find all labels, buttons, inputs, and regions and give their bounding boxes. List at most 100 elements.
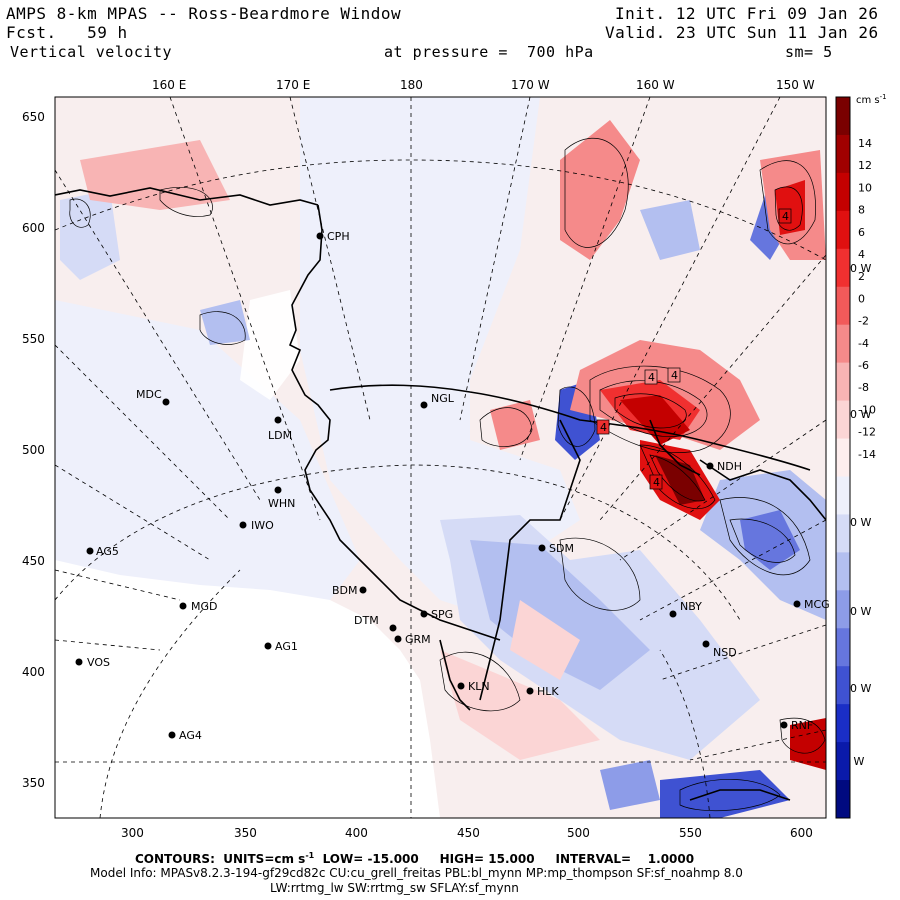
lon-label: 170 E (276, 78, 311, 92)
svg-text:CPH: CPH (327, 230, 350, 243)
colorbar-tick: -6 (858, 359, 869, 372)
svg-text:MDC: MDC (136, 388, 162, 401)
station-nby[interactable]: NBY (669, 600, 703, 618)
svg-text:GRM: GRM (405, 633, 431, 646)
station-kln[interactable]: KLN (457, 680, 490, 693)
colorbar: 14 12 10 8 6 4 2 0 -2 -4 -6 -8 -10 -12 -14 (835, 96, 876, 819)
forecast-label: Fcst. 59 h (6, 23, 128, 42)
station-mgd[interactable]: MGD (179, 600, 218, 613)
svg-text:4: 4 (648, 371, 655, 384)
grid-x-label: 400 (345, 826, 368, 840)
colorbar-swatch (836, 210, 850, 250)
colorbar-tick: -12 (858, 426, 876, 439)
station-spg[interactable]: SPG (420, 608, 454, 621)
station-grm[interactable]: GRM (394, 633, 431, 646)
svg-text:MCG: MCG (804, 598, 830, 611)
colorbar-swatch (836, 590, 850, 629)
svg-text:WHN: WHN (268, 497, 295, 510)
station-sdm[interactable]: SDM (538, 542, 574, 555)
colorbar-swatch (836, 286, 850, 326)
grid-x-label: 550 (679, 826, 702, 840)
colorbar-swatch (836, 780, 850, 819)
station-cph[interactable]: CPH (316, 230, 350, 243)
colorbar-swatch (836, 97, 850, 136)
svg-text:IWO: IWO (251, 519, 274, 532)
contour-label: 4 (649, 474, 663, 490)
lon-label: 150 W (776, 78, 815, 92)
svg-text:NSD: NSD (713, 646, 737, 659)
grid-y-label: 400 (22, 665, 45, 679)
station-ngl[interactable]: NGL (420, 392, 455, 409)
station-ldm[interactable]: LDM (268, 416, 292, 443)
contour-label: 4 (644, 369, 658, 385)
contour-label: 4 (596, 419, 610, 435)
station-mcg[interactable]: MCG (793, 598, 830, 611)
station-mdc[interactable]: MDC (136, 388, 170, 406)
grid-y-label: 500 (22, 443, 45, 457)
station-ag1[interactable]: AG1 (264, 640, 298, 653)
contour-label: 4 (667, 367, 681, 383)
svg-text:MGD: MGD (191, 600, 218, 613)
station-ag4[interactable]: AG4 (168, 729, 202, 742)
svg-text:4: 4 (671, 369, 678, 382)
station-ag5[interactable]: AG5 (86, 545, 119, 558)
colorbar-tick: -8 (858, 381, 869, 394)
colorbar-swatch (836, 628, 850, 667)
field-name: Vertical velocity (10, 43, 173, 61)
svg-text:NDH: NDH (717, 460, 742, 473)
lon-label: 180 (400, 78, 423, 92)
colorbar-swatch (836, 438, 850, 477)
colorbar-swatch (836, 362, 850, 402)
model-info-line2: LW:rrtmg_lw SW:rrtmg_sw SFLAY:sf_mynn (270, 881, 519, 895)
svg-text:NBY: NBY (680, 600, 702, 613)
station-hlk[interactable]: HLK (526, 685, 560, 698)
valid-time: Valid. 23 UTC Sun 11 Jan 26 (605, 23, 879, 42)
grid-y-label: 450 (22, 554, 45, 568)
lon-label: 170 W (511, 78, 550, 92)
svg-text:4: 4 (653, 476, 660, 489)
init-time: Init. 12 UTC Fri 09 Jan 26 (615, 4, 879, 23)
colorbar-swatch (836, 400, 850, 440)
smoothing: sm= 5 (785, 43, 833, 61)
colorbar-units: cm s-1 (856, 93, 887, 106)
lon-label: 160 W (636, 78, 675, 92)
forecast-hour: 59 h (87, 23, 128, 42)
colorbar-tick: 6 (858, 226, 865, 239)
grid-x-label: 600 (790, 826, 813, 840)
svg-text:HLK: HLK (537, 685, 559, 698)
grid-x-label: 350 (234, 826, 257, 840)
station-dtm[interactable]: DTM (354, 614, 397, 632)
colorbar-swatch (836, 704, 850, 743)
colorbar-swatch (836, 248, 850, 288)
svg-text:4: 4 (600, 421, 607, 434)
svg-text:AG1: AG1 (275, 640, 298, 653)
colorbar-swatch (836, 172, 850, 212)
svg-text:RNF: RNF (791, 719, 813, 732)
svg-text:SPG: SPG (431, 608, 453, 621)
colorbar-tick: -10 (858, 403, 876, 416)
colorbar-swatch (836, 742, 850, 781)
station-rnf[interactable]: RNF (780, 719, 814, 732)
colorbar-swatch (836, 666, 850, 705)
station-iwo[interactable]: IWO (239, 519, 275, 532)
colorbar-swatch (836, 552, 850, 591)
stations: CPH NGL MDC LDM WHN IWO AG5 BDM MGD SDM … (75, 230, 830, 742)
colorbar-swatch (836, 514, 850, 553)
station-ndh[interactable]: NDH (706, 460, 742, 473)
colorbar-tick: 14 (858, 137, 872, 150)
svg-text:KLN: KLN (468, 680, 490, 693)
svg-text:4: 4 (782, 210, 789, 223)
colorbar-tick: 12 (858, 159, 872, 172)
colorbar-tick: -4 (858, 337, 869, 350)
colorbar-tick: 2 (858, 270, 865, 283)
station-nsd[interactable]: NSD (702, 640, 737, 660)
colorbar-swatch (836, 476, 850, 515)
grid-x-label: 500 (567, 826, 590, 840)
station-bdm[interactable]: BDM (332, 584, 367, 597)
colorbar-tick: 10 (858, 181, 872, 194)
station-whn[interactable]: WHN (268, 486, 295, 511)
model-info: Model Info: MPASv8.2.3-194-gf29cd82c CU:… (90, 866, 743, 880)
lon-label: 160 E (152, 78, 187, 92)
station-vos[interactable]: VOS (75, 656, 110, 669)
